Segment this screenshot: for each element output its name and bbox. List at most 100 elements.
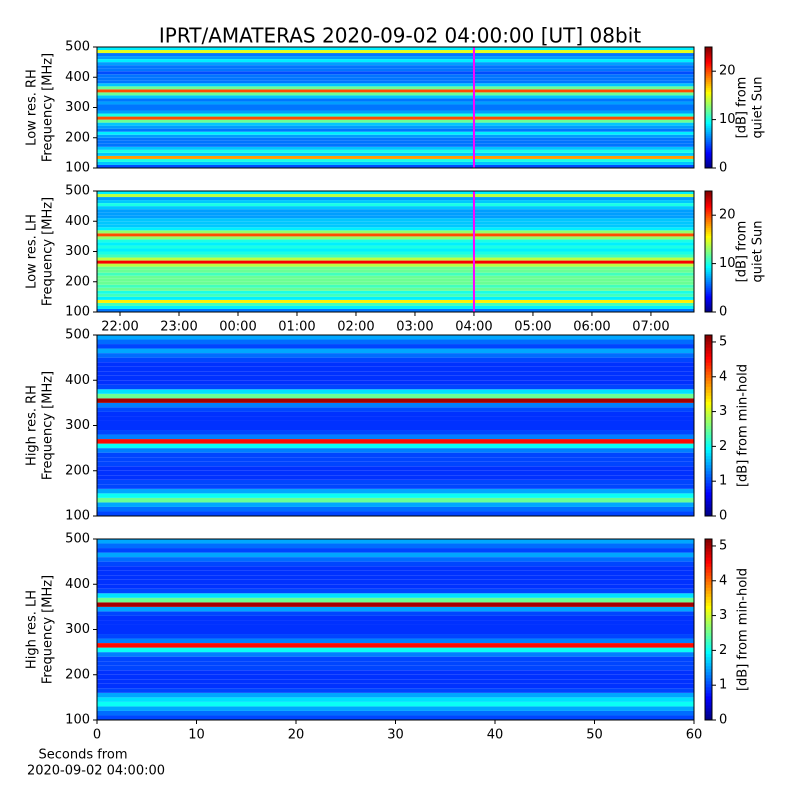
y-tick-label: 500 bbox=[65, 40, 90, 55]
colorbar-step bbox=[705, 626, 712, 630]
heatmap-cell bbox=[97, 95, 694, 99]
colorbar-step bbox=[705, 137, 712, 141]
y-tick-label: 400 bbox=[65, 70, 90, 85]
colorbar-tick-label: 4 bbox=[719, 573, 727, 588]
colorbar-step bbox=[705, 59, 712, 62]
heatmap-cell bbox=[97, 484, 694, 489]
heatmap-cell bbox=[97, 371, 694, 376]
colorbar-step bbox=[705, 422, 712, 426]
colorbar-step bbox=[705, 99, 712, 102]
colorbar-step bbox=[705, 392, 712, 396]
heatmap-cell bbox=[97, 119, 694, 123]
y-tick-label: 500 bbox=[65, 328, 90, 343]
colorbar-label: [dB] from min-hold bbox=[736, 568, 751, 691]
heatmap-cell bbox=[97, 375, 694, 381]
heatmap-cell bbox=[97, 143, 694, 147]
colorbar-step bbox=[705, 371, 712, 375]
colorbar-step bbox=[705, 443, 712, 448]
x-tick-label: 0 bbox=[93, 728, 101, 743]
x-tick-label: 60 bbox=[686, 728, 703, 743]
colorbar-tick-label: 1 bbox=[719, 474, 727, 489]
colorbar-step bbox=[705, 73, 712, 76]
colorbar-step bbox=[705, 707, 712, 712]
colorbar-tick-label: 2 bbox=[719, 439, 727, 454]
heatmap-cell bbox=[97, 475, 694, 480]
heatmap-cell bbox=[97, 239, 694, 243]
heatmap-cell bbox=[97, 191, 694, 195]
heatmap-cell bbox=[97, 122, 694, 126]
colorbar-step bbox=[705, 197, 712, 200]
heatmap-cell bbox=[97, 683, 694, 689]
colorbar-step bbox=[705, 620, 712, 624]
colorbar-step bbox=[705, 267, 712, 271]
heatmap-cell bbox=[97, 393, 694, 399]
heatmap-cell bbox=[97, 272, 694, 276]
heatmap-cell bbox=[97, 443, 694, 449]
x-tick-label: 00:00 bbox=[219, 320, 256, 335]
colorbar-step bbox=[705, 89, 712, 92]
colorbar-step bbox=[705, 235, 712, 238]
colorbar-step bbox=[705, 65, 712, 68]
heatmap-cell bbox=[97, 398, 694, 403]
colorbar-step bbox=[705, 410, 712, 414]
colorbar-step bbox=[705, 127, 712, 131]
y-axis-label: Frequency [MHz] bbox=[41, 53, 56, 162]
colorbar-step bbox=[705, 455, 712, 460]
heatmap-cell bbox=[97, 606, 694, 612]
colorbar-tick-label: 20 bbox=[719, 208, 736, 223]
y-tick-label: 500 bbox=[65, 532, 90, 547]
heatmap-cell bbox=[97, 701, 694, 707]
heatmap-cell bbox=[97, 86, 694, 90]
colorbar-step bbox=[705, 545, 712, 549]
colorbar-step bbox=[705, 581, 712, 585]
heatmap-cell bbox=[97, 53, 694, 57]
colorbar-step bbox=[705, 665, 712, 670]
heatmap-cell bbox=[97, 164, 694, 168]
colorbar-step bbox=[705, 695, 712, 700]
colorbar-step bbox=[705, 398, 712, 402]
colorbar-step bbox=[705, 671, 712, 676]
heatmap-cell bbox=[97, 128, 694, 132]
colorbar-step bbox=[705, 362, 712, 366]
heatmap-cell bbox=[97, 302, 694, 306]
heatmap-cell bbox=[97, 602, 694, 607]
y-axis-label: Low res. RH bbox=[25, 69, 40, 146]
heatmap-cell bbox=[97, 511, 694, 516]
colorbar-step bbox=[705, 617, 712, 621]
colorbar-step bbox=[705, 503, 712, 508]
colorbar-step bbox=[705, 566, 712, 570]
colorbar-step bbox=[705, 674, 712, 679]
colorbar-step bbox=[705, 464, 712, 469]
colorbar-tick-label: 2 bbox=[719, 643, 727, 658]
colorbar-step bbox=[705, 713, 712, 718]
heatmap-cell bbox=[97, 665, 694, 671]
heatmap-cell bbox=[97, 80, 694, 84]
colorbar-step bbox=[705, 605, 712, 609]
colorbar-step bbox=[705, 87, 712, 90]
heatmap-cell bbox=[97, 552, 694, 558]
heatmap-cell bbox=[97, 679, 694, 684]
colorbar-step bbox=[705, 309, 712, 313]
colorbar-step bbox=[705, 205, 712, 208]
colorbar-frame bbox=[704, 46, 713, 169]
colorbar-label: quiet Sun bbox=[751, 220, 766, 282]
colorbar-step bbox=[705, 97, 712, 100]
colorbar-step bbox=[705, 461, 712, 466]
heatmap-cell bbox=[97, 430, 694, 435]
heatmap-cell bbox=[97, 260, 694, 264]
colorbar-step bbox=[705, 437, 712, 442]
colorbar-step bbox=[705, 77, 712, 80]
heatmap-cell bbox=[97, 584, 694, 589]
colorbar-step bbox=[705, 386, 712, 390]
x-tick-label: 20 bbox=[288, 728, 305, 743]
heatmap-cell bbox=[97, 715, 694, 720]
colorbar-step bbox=[705, 193, 712, 196]
heatmap-cell bbox=[97, 656, 694, 662]
heatmap-cell bbox=[97, 107, 694, 111]
colorbar-step bbox=[705, 269, 712, 273]
heatmap-cell bbox=[97, 233, 694, 237]
colorbar-step bbox=[705, 395, 712, 399]
heatmap-cell bbox=[97, 248, 694, 252]
colorbar-step bbox=[705, 449, 712, 454]
colorbar-tick-label: 20 bbox=[719, 64, 736, 79]
